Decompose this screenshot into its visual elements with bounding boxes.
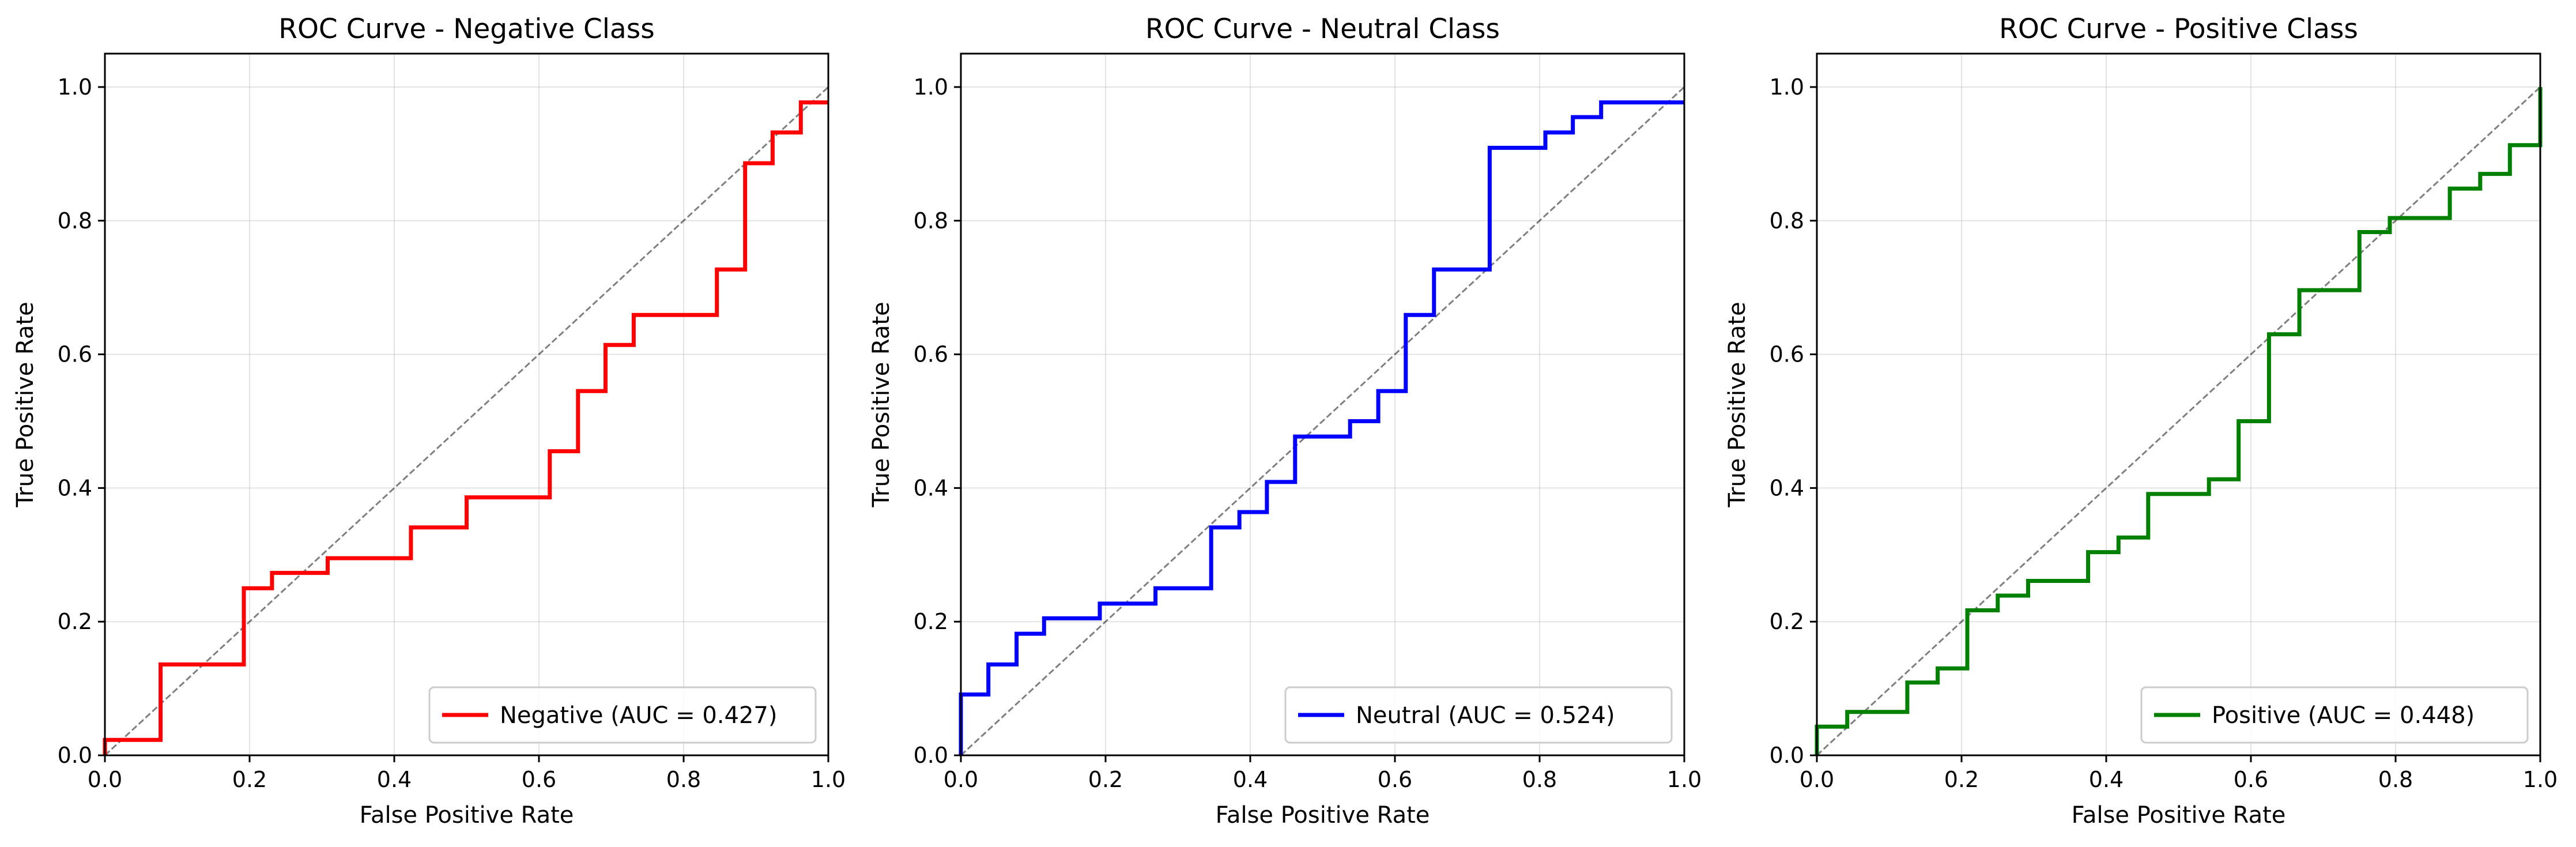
- diagonal-line: [104, 86, 829, 756]
- series-layer: [1815, 87, 2543, 755]
- y-tick-label: 0.0: [58, 743, 92, 768]
- x-tick-label: 0.4: [2089, 767, 2124, 792]
- x-tick-label: 0.0: [944, 767, 978, 792]
- legend-box: [1284, 686, 1673, 744]
- y-tick-label: 0.4: [1770, 475, 1804, 500]
- x-tick-label: 1.0: [811, 767, 846, 792]
- y-axis-label: True Positive Rate: [12, 302, 39, 507]
- legend-box: [2140, 686, 2529, 744]
- y-tick-label: 0.2: [1770, 609, 1804, 634]
- x-tick-label: 0.6: [2234, 767, 2268, 792]
- positive-roc-panel: 0.0 0.2 0.4 0.6 0.8 1.0 0.0 0.2 0.4 0.6 0.8 1.0 ROC…: [1724, 13, 2558, 829]
- x-axis-label: False Positive Rate: [2072, 802, 2286, 829]
- x-tick-label: 0.2: [232, 767, 267, 792]
- x-axis-label: False Positive Rate: [360, 802, 574, 829]
- y-axis-label: True Positive Rate: [1724, 302, 1751, 507]
- negative-roc-panel: 0.0 0.2 0.4 0.6 0.8 1.0 0.0 0.2 0.4 0.6 0.8 1.0 ROC…: [12, 13, 846, 829]
- legend: Negative (AUC = 0.427): [428, 686, 817, 744]
- series-layer: [959, 100, 1684, 755]
- y-tick-label: 0.0: [914, 743, 948, 768]
- x-tick-label: 0.8: [1522, 767, 1557, 792]
- diagonal-reference: [960, 86, 1685, 756]
- legend-label-neutral: Neutral (AUC = 0.524): [1356, 702, 1615, 729]
- legend: Positive (AUC = 0.448): [2140, 686, 2529, 744]
- y-tick-label: 0.6: [914, 342, 948, 367]
- axes-frame: [960, 52, 1685, 756]
- x-tick-label: 0.8: [2378, 767, 2413, 792]
- x-tick-label: 0.4: [377, 767, 412, 792]
- x-tick-label: 0.6: [1378, 767, 1412, 792]
- x-tick-label: 0.0: [88, 767, 122, 792]
- roc-series-line: [103, 100, 828, 755]
- x-tick-label: 0.2: [1944, 767, 1979, 792]
- x-tick-label: 0.0: [1800, 767, 1834, 792]
- grid-lines: [104, 54, 829, 756]
- x-tick-label: 0.2: [1088, 767, 1123, 792]
- y-tick-label: 0.2: [914, 609, 948, 634]
- axes-frame: [104, 52, 829, 756]
- legend-label-negative: Negative (AUC = 0.427): [500, 702, 777, 729]
- y-tick-label: 0.8: [1770, 208, 1804, 234]
- x-tick-label: 0.8: [666, 767, 701, 792]
- roc-series-line: [959, 100, 1684, 755]
- chart-title: ROC Curve - Neutral Class: [1145, 13, 1500, 45]
- y-tick-label: 0.6: [58, 342, 92, 367]
- x-tick-label: 1.0: [2523, 767, 2558, 792]
- ticks-layer: 0.0 0.2 0.4 0.6 0.8 1.0 0.0 0.2 0.4 0.6 0.8 1.0: [58, 74, 846, 792]
- neutral-roc-panel: 0.0 0.2 0.4 0.6 0.8 1.0 0.0 0.2 0.4 0.6 0.8 1.0 ROC…: [868, 13, 1702, 829]
- legend-box: [428, 686, 817, 744]
- chart-title: ROC Curve - Positive Class: [1999, 13, 2358, 45]
- roc-series-line: [1815, 87, 2543, 755]
- ticks-layer: 0.0 0.2 0.4 0.6 0.8 1.0 0.0 0.2 0.4 0.6 0.8 1.0: [1770, 74, 2558, 792]
- x-axis-label: False Positive Rate: [1216, 802, 1430, 829]
- x-tick-label: 0.6: [522, 767, 556, 792]
- y-tick-label: 0.8: [914, 208, 948, 234]
- y-tick-label: 0.0: [1770, 743, 1804, 768]
- x-tick-label: 0.4: [1233, 767, 1268, 792]
- y-axis-label: True Positive Rate: [868, 302, 895, 507]
- axes-frame: [1816, 52, 2541, 756]
- y-tick-label: 0.8: [58, 208, 92, 234]
- x-tick-label: 1.0: [1667, 767, 1702, 792]
- legend: Neutral (AUC = 0.524): [1284, 686, 1673, 744]
- y-tick-label: 1.0: [914, 74, 948, 100]
- y-tick-label: 0.6: [1770, 342, 1804, 367]
- y-tick-label: 0.2: [58, 609, 92, 634]
- diagonal-reference: [104, 86, 829, 756]
- y-tick-label: 1.0: [58, 74, 92, 100]
- diagonal-line: [960, 86, 1685, 756]
- chart-title: ROC Curve - Negative Class: [278, 13, 654, 45]
- series-layer: [103, 100, 828, 755]
- diagonal-reference: [1816, 86, 2541, 756]
- y-tick-label: 0.4: [914, 475, 948, 500]
- ticks-layer: 0.0 0.2 0.4 0.6 0.8 1.0 0.0 0.2 0.4 0.6 0.8 1.0: [914, 74, 1702, 792]
- legend-label-positive: Positive (AUC = 0.448): [2212, 702, 2475, 729]
- diagonal-line: [1816, 86, 2541, 756]
- y-tick-label: 0.4: [58, 475, 92, 500]
- y-tick-label: 1.0: [1770, 74, 1804, 100]
